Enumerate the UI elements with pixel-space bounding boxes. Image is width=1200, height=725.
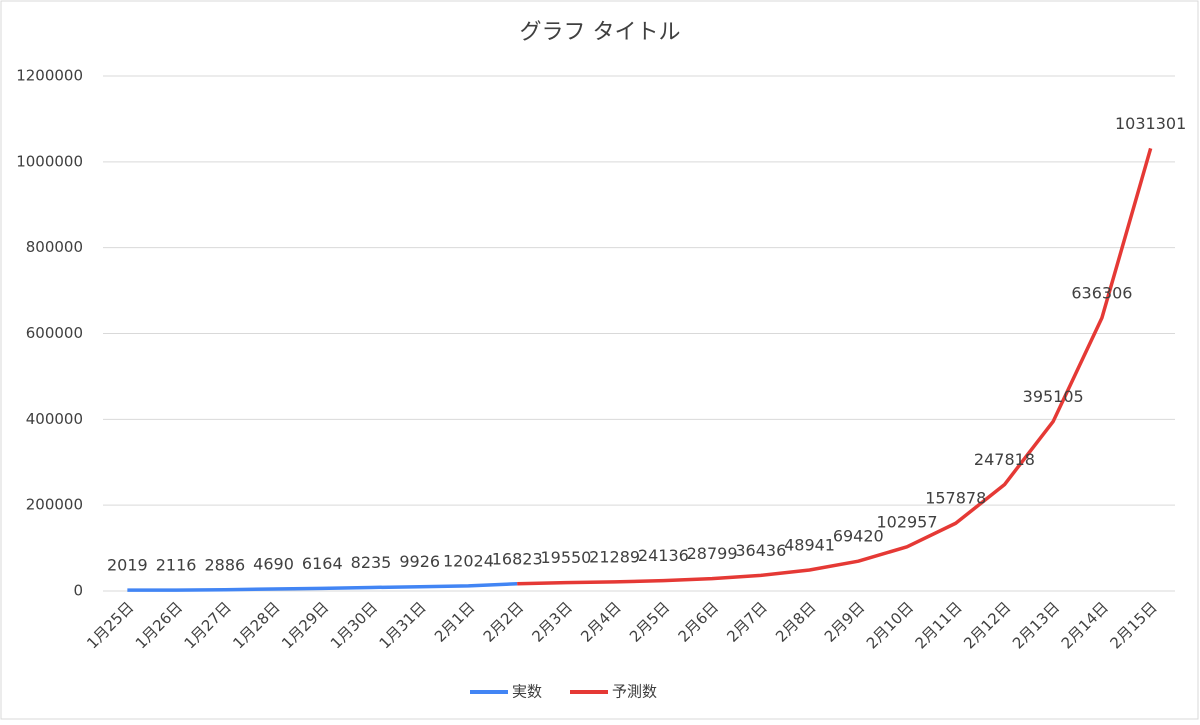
data-label: 9926: [399, 552, 440, 571]
data-label: 16823: [492, 549, 543, 568]
data-label: 2886: [204, 555, 245, 574]
y-tick-label: 400000: [26, 410, 83, 428]
data-label: 6164: [302, 554, 343, 573]
data-label: 69420: [833, 527, 884, 546]
data-label: 102957: [876, 512, 937, 531]
chart-title: グラフ タイトル: [520, 20, 681, 45]
data-label: 636306: [1071, 283, 1132, 302]
series-line: [127, 582, 518, 592]
y-tick-label: 1000000: [16, 152, 83, 170]
data-label: 1031301: [1115, 114, 1186, 133]
data-label: 19550: [540, 548, 591, 567]
y-tick-label: 800000: [26, 238, 83, 256]
series-line: [517, 147, 1153, 586]
data-label: 4690: [253, 554, 294, 573]
data-label: 28799: [687, 544, 738, 563]
data-label: 157878: [925, 489, 986, 508]
legend-label: 実数: [512, 683, 542, 701]
data-label: 36436: [735, 541, 786, 560]
data-label: 21289: [589, 547, 640, 566]
legend-label: 予測数: [612, 683, 657, 701]
data-label: 48941: [784, 535, 835, 554]
data-label: 8235: [351, 553, 392, 572]
data-label: 24136: [638, 546, 689, 565]
y-tick-label: 1200000: [16, 67, 83, 85]
data-label: 2019: [107, 556, 148, 575]
y-tick-label: 600000: [26, 324, 83, 342]
y-tick-label: 0: [73, 582, 83, 600]
data-label: 395105: [1023, 387, 1084, 406]
data-label: 247818: [974, 450, 1035, 469]
data-label: 12024: [443, 551, 494, 570]
data-label: 2116: [156, 556, 197, 575]
y-tick-label: 200000: [26, 496, 83, 514]
